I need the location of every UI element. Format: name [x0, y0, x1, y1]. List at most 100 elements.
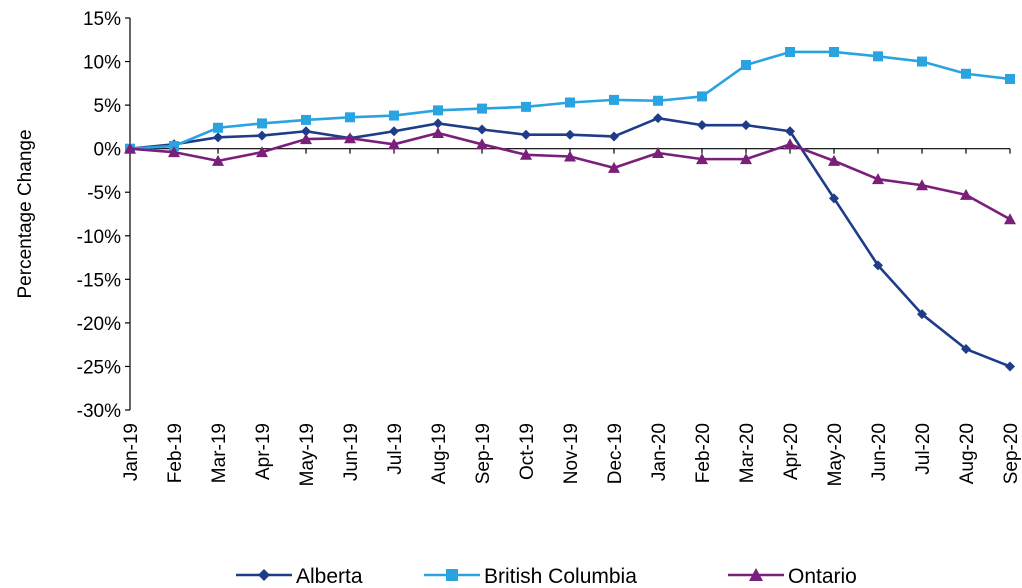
legend-item: British Columbia: [424, 565, 637, 588]
data-point: [520, 148, 532, 160]
legend-label: Alberta: [296, 565, 363, 588]
data-point: [432, 126, 444, 138]
x-tick-label: Mar-20: [737, 423, 758, 483]
data-point: [741, 60, 751, 71]
data-point: [917, 309, 927, 320]
legend-marker: [258, 569, 270, 581]
data-point: [476, 138, 488, 150]
data-point: [652, 147, 664, 159]
x-tick-label: Feb-20: [693, 423, 714, 483]
data-point: [388, 138, 400, 150]
data-point: [1004, 213, 1016, 225]
x-tick-label: Apr-19: [253, 423, 274, 480]
x-tick-label: Aug-20: [957, 423, 978, 484]
y-tick-label: -30%: [77, 401, 121, 422]
data-point: [608, 161, 620, 173]
data-point: [477, 124, 487, 135]
data-point: [257, 130, 267, 141]
x-tick-label: Dec-19: [605, 423, 626, 484]
data-point: [345, 112, 355, 123]
x-tick-label: Sep-20: [1001, 423, 1022, 484]
data-point: [212, 154, 224, 166]
x-tick-label: Apr-20: [781, 423, 802, 480]
data-point: [961, 344, 971, 355]
data-point: [829, 193, 839, 204]
data-point: [872, 173, 884, 185]
data-point: [344, 132, 356, 144]
x-tick-label: May-19: [297, 423, 318, 486]
data-point: [653, 113, 663, 124]
data-point: [1005, 361, 1015, 372]
data-point: [433, 105, 443, 116]
x-tick-label: Aug-19: [429, 423, 450, 484]
series-alberta: [125, 113, 1015, 372]
y-tick-label: -5%: [87, 183, 121, 204]
x-tick-label: Feb-19: [165, 423, 186, 483]
x-tick-label: Oct-19: [517, 423, 538, 480]
y-tick-label: -20%: [77, 314, 121, 335]
data-point: [389, 110, 399, 121]
legend-item: Ontario: [728, 565, 857, 588]
x-tick-label: May-20: [825, 423, 846, 486]
y-tick-label: 15%: [83, 9, 121, 30]
data-point: [301, 114, 311, 125]
y-tick-label: 10%: [83, 53, 121, 74]
x-tick-label: Nov-19: [561, 423, 582, 484]
y-tick-label: -15%: [77, 270, 121, 291]
y-tick-label: 0%: [94, 140, 122, 161]
x-tick-label: Mar-19: [209, 423, 230, 483]
legend-item: Alberta: [236, 565, 363, 588]
data-point: [697, 120, 707, 131]
data-point: [1005, 73, 1015, 84]
data-point: [916, 179, 928, 191]
data-point: [389, 126, 399, 137]
x-tick-label: Sep-19: [473, 423, 494, 484]
y-tick-label: -25%: [77, 357, 121, 378]
data-point: [433, 118, 443, 129]
data-point: [301, 126, 311, 137]
data-point: [565, 97, 575, 108]
data-point: [960, 188, 972, 200]
data-point: [873, 260, 883, 271]
y-tick-label: -10%: [77, 227, 121, 248]
legend-marker: [446, 569, 458, 581]
x-tick-label: Jul-20: [913, 423, 934, 475]
data-point: [696, 153, 708, 165]
data-point: [829, 46, 839, 57]
data-point: [124, 142, 136, 154]
x-tick-label: Jan-20: [649, 423, 670, 481]
data-point: [300, 133, 312, 145]
data-point: [828, 154, 840, 166]
data-point: [521, 129, 531, 140]
data-point: [564, 150, 576, 162]
data-point: [785, 126, 795, 137]
data-point: [521, 101, 531, 112]
data-point: [168, 146, 180, 158]
y-axis-title: Percentage Change: [15, 129, 36, 298]
legend-marker: [749, 568, 763, 581]
data-point: [256, 146, 268, 158]
data-point: [213, 132, 223, 143]
x-axis: Jan-19 Feb-19 Mar-19 Apr-19 May-19 Jun-19 Jul-…: [121, 148, 1022, 486]
data-point: [697, 91, 707, 102]
data-point: [741, 120, 751, 131]
data-point: [257, 118, 267, 129]
data-point: [785, 46, 795, 57]
series-british-columbia: [125, 46, 1015, 154]
x-tick-label: Jan-19: [121, 423, 142, 481]
legend-label: Ontario: [788, 565, 857, 588]
y-axis: 15% 10% 5% 0% -5% -10% -15% -20% -25% -30%: [77, 9, 131, 422]
data-point: [784, 138, 796, 150]
series-ontario: [124, 126, 1016, 225]
data-point: [609, 131, 619, 142]
legend-label: British Columbia: [484, 565, 637, 588]
legend: Alberta British Columbia Ontario: [236, 565, 857, 588]
x-tick-label: Jun-20: [869, 423, 890, 481]
data-point: [653, 95, 663, 106]
y-tick-label: 5%: [94, 96, 122, 117]
data-point: [740, 153, 752, 165]
data-point: [917, 56, 927, 67]
data-point: [565, 129, 575, 140]
x-tick-label: Jun-19: [341, 423, 362, 481]
